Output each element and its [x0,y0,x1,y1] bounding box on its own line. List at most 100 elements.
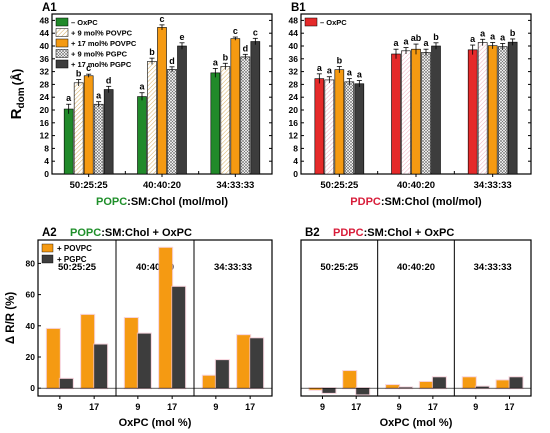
bar [210,72,221,175]
bar [177,45,187,175]
bar [73,82,84,175]
y-axis-title-sub: dom [16,87,27,108]
significance-letter: e [179,32,184,42]
bar [250,338,264,389]
bar [399,387,413,389]
group-label: 40:40:20 [136,262,174,273]
y-tick-label: 4 [293,156,298,166]
bar [354,83,365,175]
significance-letter: c [86,63,91,73]
bar [496,380,510,389]
bar [230,38,241,175]
x-tick-label: 9 [320,402,325,412]
significance-letter: a [96,91,102,101]
bar [137,333,151,389]
bar [137,96,147,175]
y-tick-label: 40 [40,41,50,51]
significance-letter: b [223,52,229,62]
significance-letter: a [423,38,429,48]
significance-letter: c [253,27,258,37]
panel-label: A1 [42,2,57,14]
x-axis-title: OxPC (mol %) [380,417,453,429]
bar [419,381,433,389]
x-tick-label: 9 [57,402,62,412]
panel-title-lipid: PDPC [333,227,364,239]
y-axis-title-main: R [8,108,25,119]
legend-label: + POVPC [57,244,92,253]
significance-letter: a [139,82,145,92]
significance-letter: b [149,47,155,57]
y-tick-label: 24 [40,92,50,102]
bar [215,360,229,389]
bar [159,247,173,389]
y-tick-label: 12 [289,131,299,141]
y-tick-label: 44 [289,28,299,38]
y-tick-label: 80 [26,258,36,268]
y-tick-label: 28 [40,79,50,89]
significance-letter: b [433,32,439,42]
x-axis-title-lipid: PDPC [350,196,381,208]
significance-letter: a [490,31,496,41]
significance-letter: b [510,28,516,38]
y-axis-title: Δ R/R (%) [5,292,17,345]
y-axis-title: Rdom(Å) [8,69,27,120]
bar [314,78,325,175]
bar [497,46,508,175]
bar [93,103,104,175]
y-tick-label: 48 [289,15,299,25]
bar [172,286,186,389]
significance-letter: a [213,57,219,67]
significance-letter: a [500,32,506,42]
y-tick-label: 48 [40,15,50,25]
panel-title: POPC:SM:Chol + OxPC [70,227,192,239]
significance-letter: ab [411,33,422,43]
legend-swatch [55,59,69,69]
legend: – OxPC + 9 mol% POVPC+ 17 mol% POVPC + 9 m… [55,17,137,69]
bar [462,377,476,389]
x-axis-title-lipid: POPC [96,196,127,208]
y-tick-label: 0 [44,169,49,179]
bar [401,50,411,175]
y-tick-label: 0 [293,169,298,179]
significance-letter: a [327,66,333,76]
x-axis-title: PDPC:SM:Chol (mol/mol) [350,196,482,208]
bar [83,75,94,175]
y-tick-label: 8 [44,143,49,153]
panel-a2: 0 20 40 60 80 50:25:25 9 17 40:40:20 9 17 34:33:33 9… [5,227,273,429]
bar [63,108,74,175]
y-tick-label: 16 [40,118,50,128]
significance-letter: a [347,68,353,78]
significance-letter: a [470,34,476,44]
legend: – OxPC [304,17,347,27]
bar [202,375,216,389]
bar [391,53,401,175]
category-label: 34:33:33 [474,180,512,191]
panel-label: B2 [305,227,320,239]
bar [467,49,478,175]
legend-swatch [55,49,69,58]
x-axis-title-rest: :SM:Chol (mol/mol) [127,196,228,208]
bar [432,377,446,389]
significance-letter: d [169,56,175,66]
legend-label: + 9 mol% PGPC [71,50,128,59]
x-tick-label: 17 [245,402,255,412]
x-tick-label: 9 [213,402,218,412]
significance-letter: c [233,26,238,36]
group-label: 40:40:20 [397,262,435,273]
y-tick-label: 12 [40,131,50,141]
significance-letter: d [106,75,112,85]
bar [322,388,336,393]
bar [81,314,95,389]
bar [59,378,73,389]
y-tick-label: 40 [289,41,299,51]
y-tick-label: 32 [40,67,50,77]
bar [46,328,60,389]
group-label: 34:33:33 [214,262,252,273]
significance-letter: a [317,63,323,73]
y-tick-label: 36 [40,54,50,64]
category-label: 40:40:20 [397,180,435,191]
x-tick-label: 17 [428,402,438,412]
y-tick-label: 8 [293,143,298,153]
